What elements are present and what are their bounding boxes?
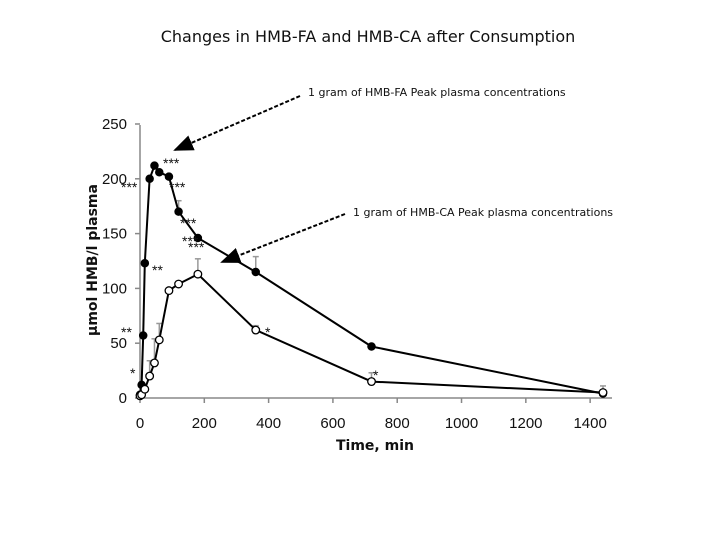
- x-tick-label: 1400: [573, 415, 606, 432]
- significance-label: ***: [182, 233, 199, 249]
- error-bars: [146, 199, 606, 393]
- y-tick-label: 250: [102, 116, 127, 133]
- x-tick-label: 600: [320, 415, 345, 432]
- data-point: [164, 172, 174, 181]
- data-point: [251, 267, 260, 277]
- x-tick-label: 1200: [509, 415, 542, 432]
- data-point: [367, 342, 376, 351]
- y-tick-label: 150: [102, 226, 127, 243]
- data-point: [193, 269, 203, 279]
- data-point: [150, 358, 159, 368]
- y-axis-label: µmol HMB/l plasma: [85, 184, 101, 336]
- data-point: [174, 207, 183, 216]
- data-point: [251, 325, 261, 335]
- significance-label: *: [373, 367, 379, 383]
- significance-label: ***: [188, 239, 205, 255]
- data-point: [138, 331, 148, 340]
- data-point: [154, 335, 164, 345]
- y-tick-label: 0: [119, 390, 127, 407]
- data-point: [174, 279, 184, 289]
- significance-markers: *************************: [121, 155, 379, 383]
- data-point: [150, 161, 159, 170]
- series-line-0: [139, 163, 604, 395]
- annotation-arrow-ca: [220, 213, 346, 263]
- data-point: [193, 233, 203, 243]
- x-tick-label: 0: [136, 415, 144, 432]
- annotation-fa: 1 gram of HMB-FA Peak plasma concentrati…: [308, 86, 566, 99]
- significance-label: **: [121, 324, 132, 340]
- data-point: [367, 377, 376, 387]
- significance-label: *: [130, 365, 136, 381]
- y-tick-label: 200: [102, 171, 127, 188]
- significance-label: **: [152, 262, 163, 278]
- y-tick-label: 50: [110, 335, 127, 352]
- x-tick-label: 200: [192, 415, 217, 432]
- x-tick-label: 1000: [445, 415, 478, 432]
- annotation-arrow-fa: [173, 95, 301, 151]
- x-axis-ticks: 0 200 400 600 800 1000 1200 1400: [136, 398, 607, 432]
- data-point: [140, 384, 150, 394]
- significance-label: ***: [121, 179, 138, 195]
- data-point: [164, 286, 174, 296]
- x-tick-label: 800: [385, 415, 410, 432]
- series-layer: [135, 161, 608, 401]
- chart-title: Changes in HMB-FA and HMB-CA after Consu…: [161, 27, 576, 46]
- significance-label: ***: [180, 215, 197, 231]
- data-point: [145, 371, 155, 381]
- y-tick-label: 100: [102, 280, 127, 297]
- y-axis-ticks: 0 50 100 150 200 250: [102, 116, 140, 407]
- significance-label: ***: [163, 155, 180, 171]
- significance-label: *: [265, 324, 271, 340]
- data-point: [598, 388, 608, 397]
- x-tick-label: 400: [256, 415, 281, 432]
- data-point: [155, 167, 164, 177]
- data-point: [140, 258, 150, 268]
- x-axis-label: Time, min: [336, 438, 414, 454]
- significance-label: ***: [169, 179, 186, 195]
- data-point: [145, 174, 154, 184]
- annotation-ca: 1 gram of HMB-CA Peak plasma concentrati…: [353, 206, 613, 219]
